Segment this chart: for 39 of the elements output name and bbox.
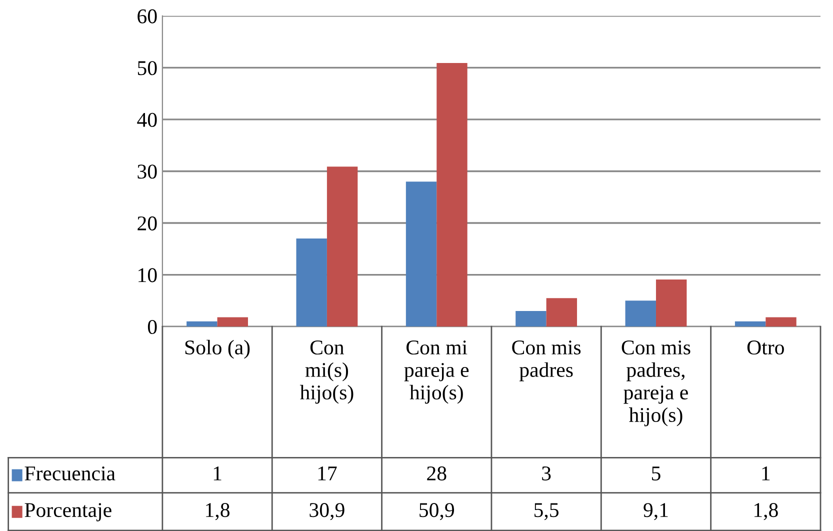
bar — [296, 238, 327, 327]
bar — [656, 279, 687, 327]
bar — [734, 321, 766, 327]
bar — [766, 317, 796, 327]
y-tick-label: 0 — [148, 320, 157, 334]
data-label: 28 — [427, 466, 446, 480]
bar — [546, 298, 578, 327]
x-tick-label: Con mis padres, pareja e hijo(s) — [622, 340, 690, 426]
data-label: 17 — [318, 466, 337, 480]
data-label: 1 — [762, 466, 770, 480]
x-tick-label: Con mis padres — [512, 340, 581, 382]
bar — [516, 311, 546, 327]
bar — [625, 300, 656, 327]
y-tick-label: 50 — [138, 61, 157, 76]
bar — [406, 182, 437, 327]
data-label: 5,5 — [534, 503, 559, 520]
x-tick-label: Solo (a) — [185, 340, 250, 359]
bar — [436, 63, 468, 327]
data-label: 30,9 — [310, 503, 344, 520]
data-label: 5 — [652, 466, 660, 480]
data-label: 3 — [542, 466, 551, 480]
x-tick-label: Otro — [747, 340, 784, 354]
data-label: 9,1 — [644, 503, 668, 520]
legend-label: Porcentaje — [24, 503, 112, 522]
data-label: 1,8 — [206, 503, 230, 520]
bar — [217, 317, 248, 327]
data-label: 1,8 — [754, 503, 778, 520]
data-label: 50,9 — [420, 503, 454, 520]
bar — [326, 166, 358, 327]
y-tick-label: 60 — [138, 9, 157, 24]
legend-label: Frecuencia — [24, 466, 116, 480]
y-tick-label: 30 — [138, 164, 157, 179]
x-tick-label: Con mi(s) hijo(s) — [300, 340, 354, 404]
y-tick-label: 10 — [138, 268, 157, 282]
y-tick-label: 20 — [138, 216, 157, 230]
bar — [186, 321, 218, 327]
x-tick-label: Con mi pareja e hijo(s) — [404, 340, 469, 404]
y-tick-label: 40 — [137, 112, 157, 127]
data-label: 1 — [214, 466, 222, 480]
